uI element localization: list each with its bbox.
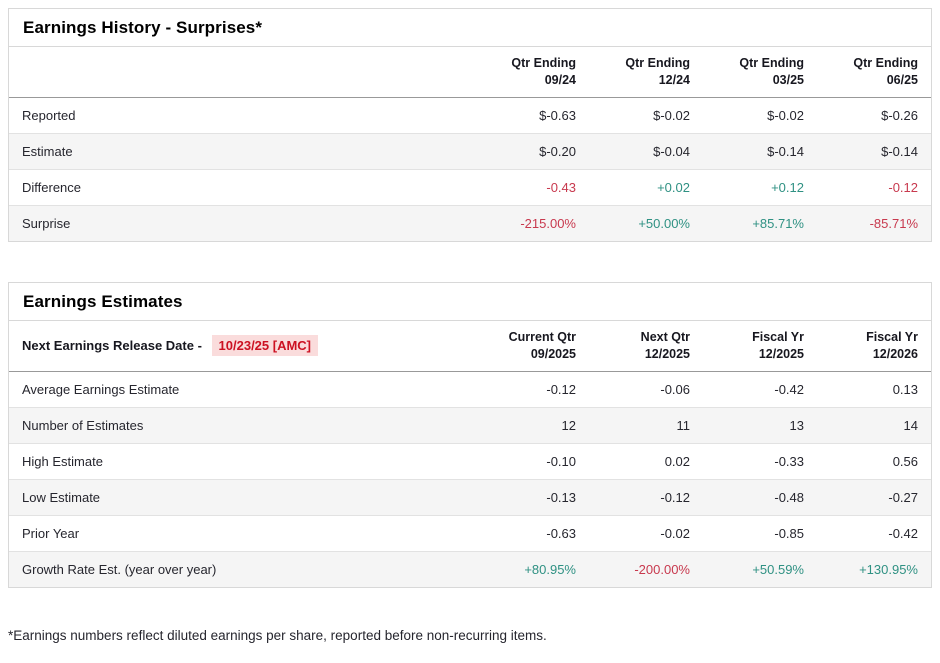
row-label: Number of Estimates xyxy=(9,406,475,443)
cell-value: 14 xyxy=(817,406,931,443)
history-column-header-1: Qtr Ending 12/24 xyxy=(589,47,703,98)
cell-value: -0.12 xyxy=(817,168,931,206)
row-label: Difference xyxy=(9,168,475,206)
table-row: Prior Year -0.63 -0.02 -0.85 -0.42 xyxy=(9,514,931,551)
estimates-column-header-1: Next Qtr 12/2025 xyxy=(589,320,703,372)
cell-value: -0.63 xyxy=(475,514,589,551)
earnings-estimates-title: Earnings Estimates xyxy=(9,283,931,321)
cell-value: -0.12 xyxy=(589,478,703,515)
cell-value: +50.00% xyxy=(589,204,703,241)
row-label: Surprise xyxy=(9,204,475,241)
cell-value: -0.42 xyxy=(774,381,804,397)
table-row: Reported $-0.63 $-0.02 $-0.02 $-0.26 xyxy=(9,97,931,133)
row-label: Estimate xyxy=(9,132,475,170)
earnings-history-title: Earnings History - Surprises* xyxy=(9,9,931,47)
cell-value: -0.12 xyxy=(546,381,576,397)
earnings-estimates-table: Next Earnings Release Date - 10/23/25 [A… xyxy=(9,320,931,587)
cell-value: 13 xyxy=(703,406,817,443)
table-row: Difference -0.43 +0.02 +0.12 -0.12 xyxy=(9,168,931,206)
cell-value: -0.13 xyxy=(475,478,589,515)
cell-value: +0.12 xyxy=(703,168,817,206)
cell-value: $-0.04 xyxy=(589,132,703,170)
column-header-row: Qtr Ending 09/24 Qtr Ending 12/24 Qtr Ending… xyxy=(9,47,931,98)
earnings-estimates-body: Average Earnings Estimate -0.12 -0.06 -0.42… xyxy=(9,371,931,587)
row-label: High Estimate xyxy=(9,442,475,479)
earnings-estimates-card: Earnings Estimates Next Earnings Release… xyxy=(8,281,932,588)
table-row: High Estimate -0.10 0.02 -0.33 0.56 xyxy=(9,442,931,479)
table-row: Growth Rate Est. (year over year) +80.95%… xyxy=(9,550,931,587)
earnings-footnote: *Earnings numbers reflect diluted earnin… xyxy=(8,627,547,643)
row-label: Low Estimate xyxy=(9,478,475,515)
cell-value: +85.71% xyxy=(703,204,817,241)
table-row: Average Earnings Estimate -0.12 -0.06 -0.42… xyxy=(9,371,931,407)
cell-value: -200.00% xyxy=(589,550,703,587)
cell-value: +0.02 xyxy=(589,168,703,206)
table-row: Surprise -215.00% +50.00% +85.71% -85.71% xyxy=(9,204,931,241)
cell-value: $-0.02 xyxy=(767,107,804,123)
cell-value: $-0.14 xyxy=(817,132,931,170)
next-earnings-release-cell: Next Earnings Release Date - 10/23/25 [A… xyxy=(9,320,475,372)
history-column-header-2: Qtr Ending 03/25 xyxy=(703,47,817,98)
cell-value: -0.27 xyxy=(817,478,931,515)
cell-value: -0.02 xyxy=(589,514,703,551)
cell-value: -0.43 xyxy=(475,168,589,206)
table-row: Low Estimate -0.13 -0.12 -0.48 -0.27 xyxy=(9,478,931,515)
cell-value: 0.56 xyxy=(817,442,931,479)
earnings-history-body: Reported $-0.63 $-0.02 $-0.02 $-0.26 Estimate… xyxy=(9,97,931,241)
empty-header-cell xyxy=(9,47,475,98)
cell-value: -85.71% xyxy=(817,204,931,241)
table-row: Number of Estimates 12 11 13 14 xyxy=(9,406,931,443)
row-label: Growth Rate Est. (year over year) xyxy=(9,550,475,587)
cell-value: 0.13 xyxy=(892,381,918,397)
cell-value: +80.95% xyxy=(475,550,589,587)
cell-value: -0.42 xyxy=(817,514,931,551)
cell-value: -0.33 xyxy=(703,442,817,479)
earnings-history-card: Earnings History - Surprises* Qtr Ending… xyxy=(8,8,932,242)
cell-value: -0.85 xyxy=(703,514,817,551)
cell-value: +50.59% xyxy=(703,550,817,587)
row-label: Prior Year xyxy=(9,514,475,551)
release-date-badge: 10/23/25 [AMC] xyxy=(211,334,319,357)
cell-value: 0.02 xyxy=(589,442,703,479)
cell-value: $-0.02 xyxy=(653,107,690,123)
column-header-row: Next Earnings Release Date - 10/23/25 [A… xyxy=(9,320,931,372)
cell-value: -215.00% xyxy=(475,204,589,241)
row-label: Reported xyxy=(22,107,76,123)
cell-value: -0.10 xyxy=(475,442,589,479)
cell-value: $-0.26 xyxy=(881,107,918,123)
cell-value: -0.06 xyxy=(660,381,690,397)
cell-value: 11 xyxy=(589,406,703,443)
cell-value: -0.48 xyxy=(703,478,817,515)
cell-value: 12 xyxy=(475,406,589,443)
cell-value: $-0.20 xyxy=(475,132,589,170)
cell-value: $-0.63 xyxy=(539,107,576,123)
earnings-page: Earnings History - Surprises* Qtr Ending… xyxy=(8,8,932,643)
cell-value: $-0.14 xyxy=(703,132,817,170)
estimates-column-header-3: Fiscal Yr 12/2026 xyxy=(817,320,931,372)
earnings-history-table: Qtr Ending 09/24 Qtr Ending 12/24 Qtr Ending… xyxy=(9,47,931,241)
cell-value: +130.95% xyxy=(817,550,931,587)
estimates-column-header-0: Current Qtr 09/2025 xyxy=(475,320,589,372)
row-label: Average Earnings Estimate xyxy=(22,381,180,397)
estimates-column-header-2: Fiscal Yr 12/2025 xyxy=(703,320,817,372)
table-row: Estimate $-0.20 $-0.04 $-0.14 $-0.14 xyxy=(9,132,931,170)
history-column-header-3: Qtr Ending 06/25 xyxy=(817,47,931,98)
history-column-header-0: Qtr Ending 09/24 xyxy=(475,47,589,98)
release-date-label: Next Earnings Release Date - xyxy=(22,337,202,353)
